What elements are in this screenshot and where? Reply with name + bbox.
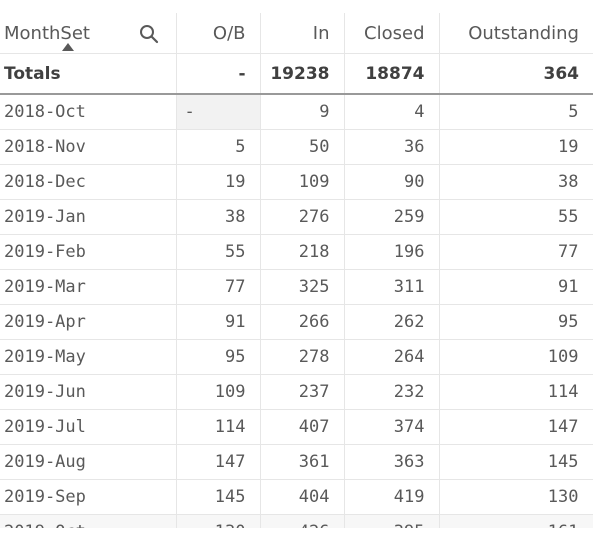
cell-closed: 259 (344, 199, 440, 235)
data-table: MonthSet O/B In Closed Outstanding Total… (0, 13, 593, 528)
column-header-ob[interactable]: O/B (176, 13, 261, 54)
totals-label: Totals (0, 53, 177, 95)
cell-in: 109 (260, 164, 345, 200)
cell-outstanding: 145 (439, 444, 593, 480)
table-row[interactable]: 2019-Jul 114 407 374 147 (0, 409, 593, 445)
cell-closed: 232 (344, 374, 440, 410)
cell-month[interactable]: 2018-Nov (0, 129, 177, 165)
cell-in: 9 (260, 94, 345, 130)
cell-ob: 55 (176, 234, 261, 270)
cell-closed: 36 (344, 129, 440, 165)
cell-ob: 5 (176, 129, 261, 165)
cell-month[interactable]: 2019-Mar (0, 269, 177, 305)
cell-closed: 264 (344, 339, 440, 375)
table-row[interactable]: 2019-Jun 109 237 232 114 (0, 374, 593, 410)
cell-outstanding: 5 (439, 94, 593, 130)
table-row[interactable]: 2019-Sep 145 404 419 130 (0, 479, 593, 515)
cell-in: 237 (260, 374, 345, 410)
table-row[interactable]: 2019-Oct130426395161 (0, 514, 593, 528)
cell-ob: 114 (176, 409, 261, 445)
sort-ascending-icon (62, 43, 74, 51)
cell-outstanding: 77 (439, 234, 593, 270)
cell-ob: 145 (176, 479, 261, 515)
cell-month[interactable]: 2018-Oct (0, 94, 177, 130)
table-row[interactable]: 2019-Mar 77 325 311 91 (0, 269, 593, 305)
table-row[interactable]: 2019-Jan 38 276 259 55 (0, 199, 593, 235)
table-row[interactable]: 2019-May 95 278 264 109 (0, 339, 593, 375)
totals-outstanding: 364 (439, 53, 593, 95)
header-row: MonthSet O/B In Closed Outstanding (0, 13, 593, 54)
cell-ob: 77 (176, 269, 261, 305)
cell-month[interactable]: 2019-Aug (0, 444, 177, 480)
column-header-closed[interactable]: Closed (344, 13, 440, 54)
cell-outstanding: 109 (439, 339, 593, 375)
cell-month[interactable]: 2019-Feb (0, 234, 177, 270)
cell-closed: 4 (344, 94, 440, 130)
cell-outstanding: 161 (439, 514, 593, 528)
cell-month[interactable]: 2019-Jul (0, 409, 177, 445)
cell-ob: 147 (176, 444, 261, 480)
cell-ob: 19 (176, 164, 261, 200)
cell-month[interactable]: 2019-Jun (0, 374, 177, 410)
cell-in: 407 (260, 409, 345, 445)
cell-closed: 262 (344, 304, 440, 340)
cell-in: 361 (260, 444, 345, 480)
cell-month[interactable]: 2019-May (0, 339, 177, 375)
cell-outstanding: 38 (439, 164, 593, 200)
cell-ob: - (176, 94, 261, 130)
cell-ob: 91 (176, 304, 261, 340)
column-header-in[interactable]: In (260, 13, 345, 54)
totals-ob: - (176, 53, 261, 95)
cell-ob: 109 (176, 374, 261, 410)
totals-in: 19238 (260, 53, 345, 95)
cell-closed: 196 (344, 234, 440, 270)
cell-month[interactable]: 2019-Apr (0, 304, 177, 340)
cell-in: 50 (260, 129, 345, 165)
cell-outstanding: 147 (439, 409, 593, 445)
table-row[interactable]: 2019-Aug 147 361 363 145 (0, 444, 593, 480)
column-header-label: MonthSet (4, 22, 90, 44)
cell-closed: 311 (344, 269, 440, 305)
cell-in: 266 (260, 304, 345, 340)
cell-month[interactable]: 2019-Oct (0, 514, 177, 528)
cell-outstanding: 19 (439, 129, 593, 165)
cell-closed: 363 (344, 444, 440, 480)
column-header-outstanding[interactable]: Outstanding (439, 13, 593, 54)
cell-outstanding: 55 (439, 199, 593, 235)
table-row[interactable]: 2018-Nov 5 50 36 19 (0, 129, 593, 165)
cell-closed: 419 (344, 479, 440, 515)
straight-table: MonthSet O/B In Closed Outstanding Total… (0, 13, 593, 528)
table-row[interactable]: 2019-Apr 91 266 262 95 (0, 304, 593, 340)
cell-closed: 90 (344, 164, 440, 200)
column-header-monthset[interactable]: MonthSet (0, 13, 177, 54)
cell-in: 278 (260, 339, 345, 375)
search-icon[interactable] (139, 24, 159, 44)
cell-in: 426 (260, 514, 345, 528)
cell-outstanding: 91 (439, 269, 593, 305)
cell-month[interactable]: 2019-Jan (0, 199, 177, 235)
cell-outstanding: 130 (439, 479, 593, 515)
cell-in: 325 (260, 269, 345, 305)
cell-outstanding: 95 (439, 304, 593, 340)
cell-month[interactable]: 2018-Dec (0, 164, 177, 200)
cell-in: 404 (260, 479, 345, 515)
table-row[interactable]: 2018-Dec 19 109 90 38 (0, 164, 593, 200)
totals-row: Totals - 19238 18874 364 (0, 53, 593, 95)
cell-month[interactable]: 2019-Sep (0, 479, 177, 515)
cell-closed: 395 (344, 514, 440, 528)
cell-closed: 374 (344, 409, 440, 445)
table-row[interactable]: 2019-Feb 55 218 196 77 (0, 234, 593, 270)
cell-in: 218 (260, 234, 345, 270)
cell-ob: 38 (176, 199, 261, 235)
cell-ob: 95 (176, 339, 261, 375)
cell-in: 276 (260, 199, 345, 235)
cell-outstanding: 114 (439, 374, 593, 410)
totals-closed: 18874 (344, 53, 440, 95)
cell-ob: 130 (176, 514, 261, 528)
table-row[interactable]: 2018-Oct -9 4 5 (0, 94, 593, 130)
